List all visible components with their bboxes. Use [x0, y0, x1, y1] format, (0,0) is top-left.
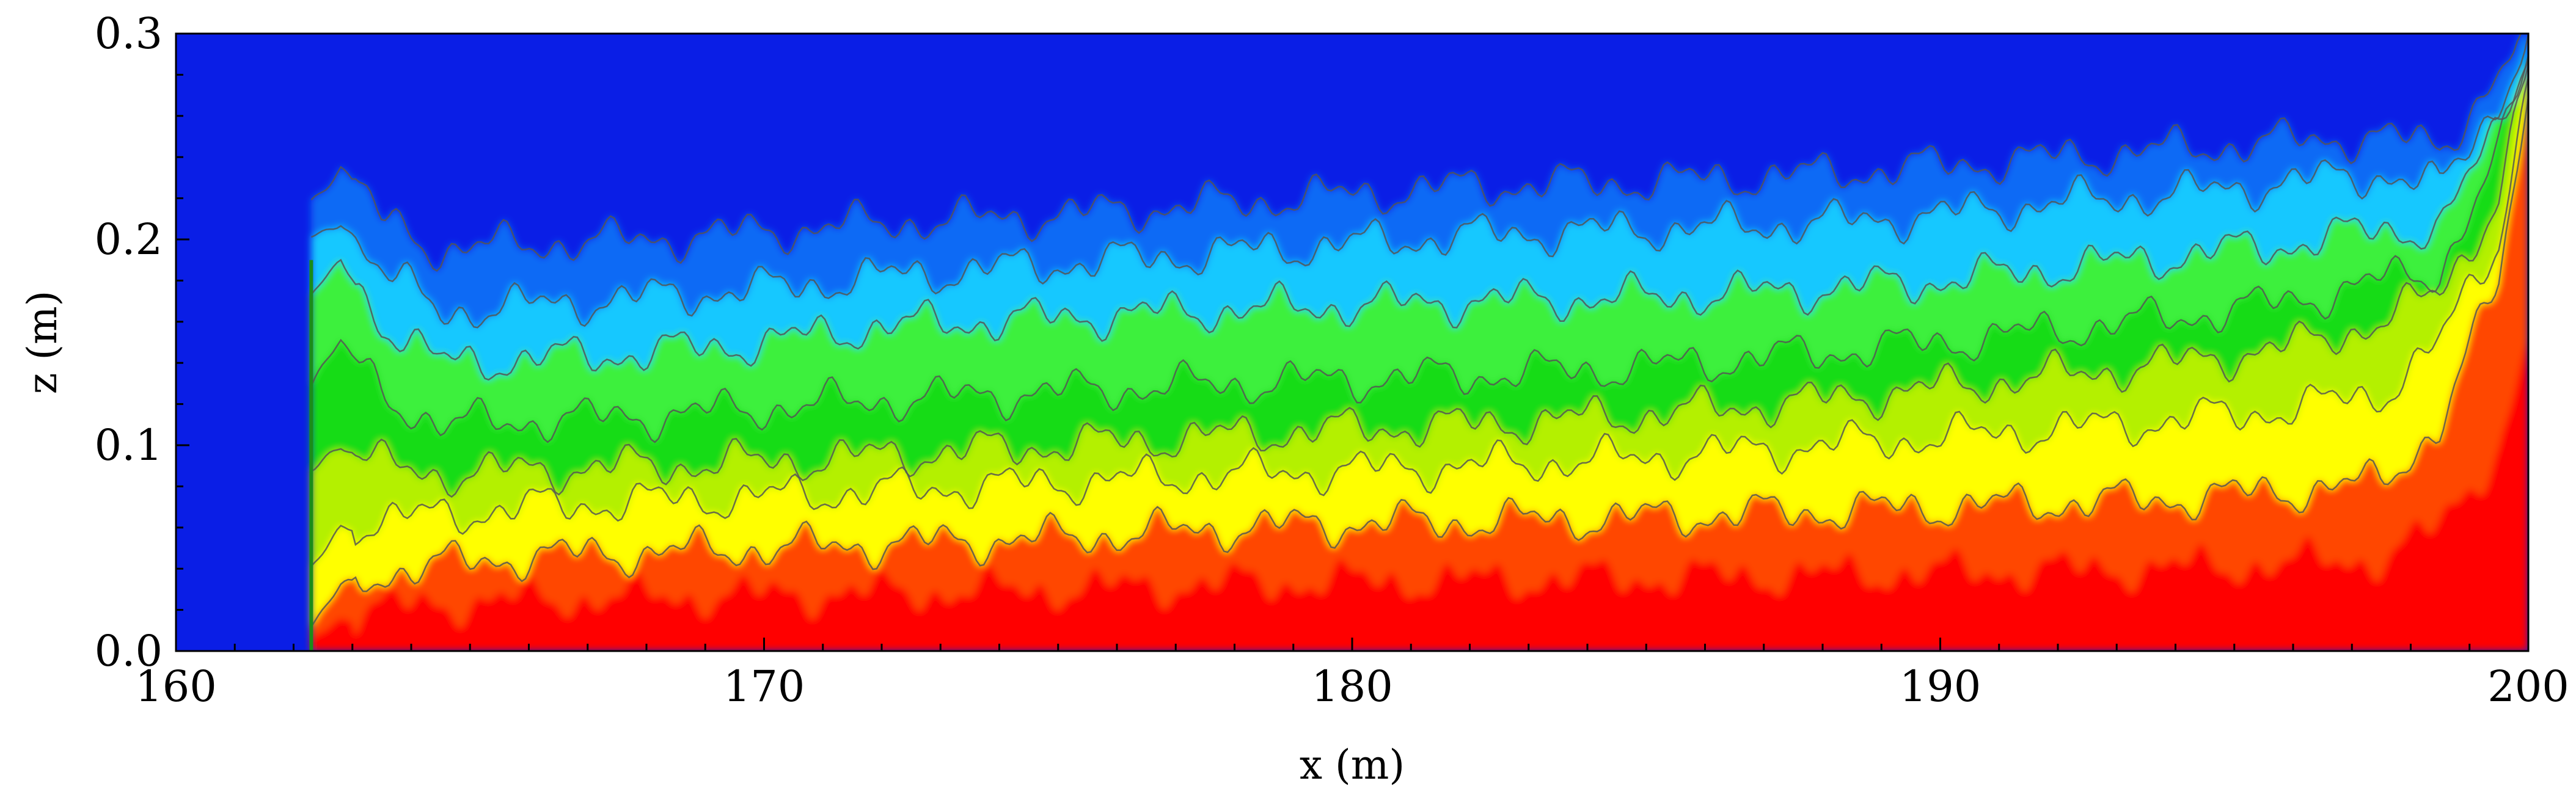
contour-level-1	[310, 96, 2528, 628]
y-tick-label: 0.2	[95, 214, 163, 264]
contour-level-3	[310, 64, 2528, 498]
x-tick-label: 180	[1311, 661, 1393, 711]
contour-level-6	[310, 34, 2528, 329]
contour-level-5	[310, 60, 2528, 381]
y-tick-label: 0.1	[95, 420, 163, 470]
contour-level-2	[310, 77, 2528, 567]
contour-level-7	[310, 34, 2528, 272]
y-tick-label: 0.3	[95, 9, 163, 59]
x-tick-label: 160	[135, 661, 217, 711]
x-axis-label: x (m)	[1300, 741, 1405, 788]
plot-area	[175, 32, 2530, 652]
band-core	[311, 340, 2528, 651]
band-level-1	[311, 97, 2528, 651]
x-tick-label: 190	[1900, 661, 1981, 711]
y-axis-label: z (m)	[19, 291, 66, 395]
contour-lines-layer	[309, 34, 2528, 651]
contour-level-4	[310, 55, 2528, 443]
x-tick-label: 170	[723, 661, 805, 711]
x-tick-label: 200	[2487, 661, 2569, 711]
x-axis: 160 170 180 190 200	[135, 638, 2569, 711]
color-fill-layer	[176, 34, 2528, 651]
y-tick-label: 0.0	[95, 626, 163, 676]
y-axis: 0.0 0.1 0.2 0.3	[95, 9, 189, 676]
filled-bands	[311, 34, 2528, 651]
